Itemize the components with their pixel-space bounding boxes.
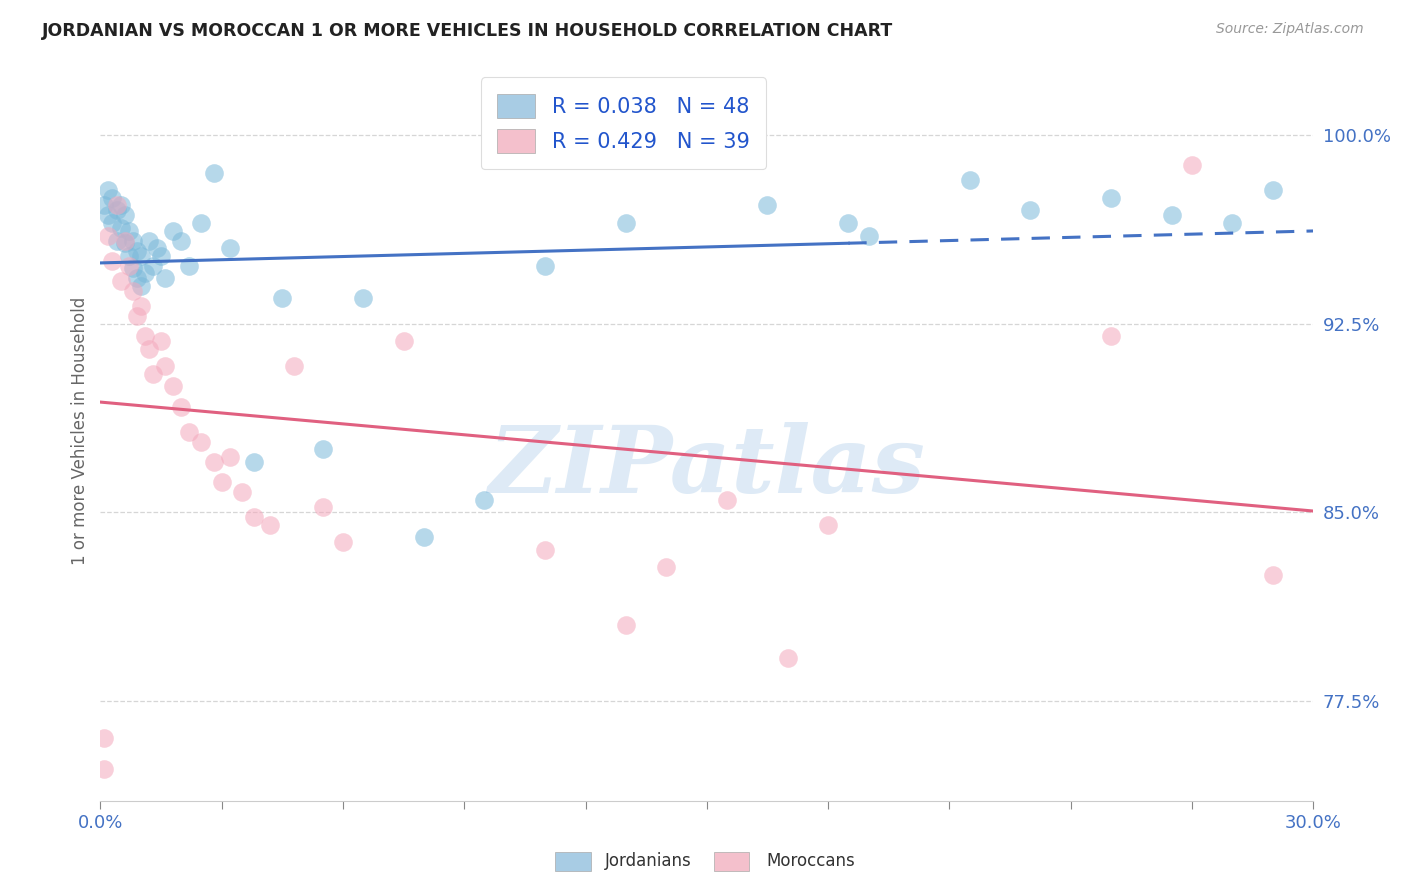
Point bbox=[312, 442, 335, 457]
Point bbox=[105, 198, 128, 212]
Point bbox=[202, 166, 225, 180]
Point bbox=[1261, 183, 1284, 197]
Point bbox=[179, 425, 201, 439]
Text: ZIPatlas: ZIPatlas bbox=[488, 423, 925, 513]
Point bbox=[101, 191, 124, 205]
Point bbox=[959, 173, 981, 187]
Point bbox=[121, 284, 143, 298]
Point bbox=[534, 259, 557, 273]
Point bbox=[134, 329, 156, 343]
Point bbox=[655, 560, 678, 574]
Point bbox=[114, 209, 136, 223]
Point bbox=[243, 510, 266, 524]
Point bbox=[138, 234, 160, 248]
Point bbox=[138, 342, 160, 356]
Point bbox=[125, 309, 148, 323]
Point bbox=[101, 216, 124, 230]
Point bbox=[93, 762, 115, 776]
Point bbox=[150, 249, 173, 263]
Text: Jordanians: Jordanians bbox=[605, 852, 692, 870]
Point bbox=[170, 234, 193, 248]
Point bbox=[105, 203, 128, 218]
Point bbox=[211, 475, 233, 489]
Point bbox=[153, 359, 176, 374]
Point bbox=[352, 292, 374, 306]
Point bbox=[202, 455, 225, 469]
Point bbox=[118, 249, 141, 263]
Point bbox=[776, 651, 799, 665]
Point bbox=[114, 234, 136, 248]
Point bbox=[190, 434, 212, 449]
Point bbox=[118, 259, 141, 273]
Point bbox=[170, 400, 193, 414]
Point bbox=[614, 216, 637, 230]
Point bbox=[101, 253, 124, 268]
Point bbox=[716, 492, 738, 507]
Point bbox=[474, 492, 496, 507]
Point bbox=[125, 244, 148, 258]
Point bbox=[129, 249, 152, 263]
Point bbox=[162, 223, 184, 237]
Point bbox=[179, 259, 201, 273]
Point bbox=[190, 216, 212, 230]
Text: Source: ZipAtlas.com: Source: ZipAtlas.com bbox=[1216, 22, 1364, 37]
Point bbox=[134, 266, 156, 280]
Point bbox=[110, 221, 132, 235]
Point bbox=[93, 198, 115, 212]
Point bbox=[1099, 329, 1122, 343]
Text: Moroccans: Moroccans bbox=[766, 852, 855, 870]
Point bbox=[110, 198, 132, 212]
Point bbox=[858, 228, 880, 243]
Point bbox=[1160, 209, 1182, 223]
Point bbox=[150, 334, 173, 348]
Point bbox=[392, 334, 415, 348]
Point bbox=[1099, 191, 1122, 205]
Point bbox=[1181, 158, 1204, 172]
Y-axis label: 1 or more Vehicles in Household: 1 or more Vehicles in Household bbox=[72, 296, 89, 565]
Point bbox=[756, 198, 779, 212]
Point bbox=[114, 236, 136, 251]
Point bbox=[110, 274, 132, 288]
Point bbox=[153, 271, 176, 285]
Point bbox=[243, 455, 266, 469]
Point bbox=[142, 367, 165, 381]
Point bbox=[271, 292, 294, 306]
Point bbox=[118, 223, 141, 237]
Point bbox=[614, 618, 637, 632]
Point bbox=[259, 517, 281, 532]
Point bbox=[412, 530, 434, 544]
Point bbox=[218, 241, 240, 255]
Text: JORDANIAN VS MOROCCAN 1 OR MORE VEHICLES IN HOUSEHOLD CORRELATION CHART: JORDANIAN VS MOROCCAN 1 OR MORE VEHICLES… bbox=[42, 22, 893, 40]
Point bbox=[129, 278, 152, 293]
Point bbox=[283, 359, 305, 374]
Point bbox=[817, 517, 839, 532]
Point bbox=[125, 271, 148, 285]
Point bbox=[97, 228, 120, 243]
Point bbox=[218, 450, 240, 464]
Point bbox=[162, 379, 184, 393]
Point bbox=[121, 261, 143, 276]
Point bbox=[332, 535, 354, 549]
Point bbox=[1222, 216, 1244, 230]
Point bbox=[534, 542, 557, 557]
Point bbox=[1261, 568, 1284, 582]
Point bbox=[129, 299, 152, 313]
Point bbox=[121, 234, 143, 248]
Legend: R = 0.038   N = 48, R = 0.429   N = 39: R = 0.038 N = 48, R = 0.429 N = 39 bbox=[481, 78, 766, 169]
Point bbox=[142, 259, 165, 273]
Point bbox=[93, 731, 115, 746]
Point bbox=[105, 234, 128, 248]
Point bbox=[1019, 203, 1042, 218]
Point bbox=[146, 241, 169, 255]
Point bbox=[97, 209, 120, 223]
Point bbox=[231, 485, 253, 500]
Point bbox=[312, 500, 335, 514]
Point bbox=[97, 183, 120, 197]
Point bbox=[837, 216, 859, 230]
